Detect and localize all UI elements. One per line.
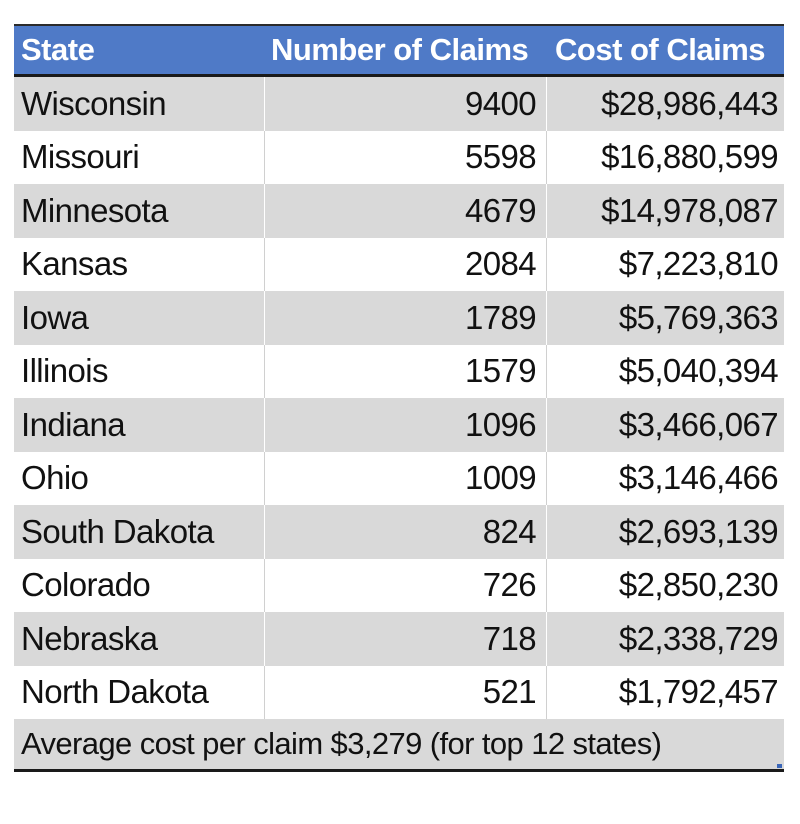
claims-cell: 824 xyxy=(265,505,547,559)
cost-cell: $3,146,466 xyxy=(618,459,779,497)
table-row: Indiana 1096 $3,466,067 xyxy=(14,398,784,452)
claims-cell: 726 xyxy=(265,558,547,612)
state-cell: Ohio xyxy=(14,451,265,505)
claims-cell: 2084 xyxy=(265,237,547,291)
state-cell: Indiana xyxy=(14,398,265,452)
cost-cell: $2,338,729 xyxy=(618,619,779,657)
table-row: Wisconsin 9400 $28,986,443 xyxy=(14,77,784,131)
state-cell: Iowa xyxy=(14,291,265,345)
claims-cell: 718 xyxy=(265,612,547,666)
cost-cell: $28,986,443 xyxy=(601,84,779,122)
header-cost-of-claims: Cost of Claims xyxy=(555,32,766,67)
table-footer-note: Average cost per claim $3,279 (for top 1… xyxy=(14,719,784,772)
claims-cell: 9400 xyxy=(265,77,547,131)
table-header: State Number of Claims Cost of Claims xyxy=(14,24,784,77)
claims-cell: 521 xyxy=(265,665,547,719)
table-row: Kansas 2084 $7,223,810 xyxy=(14,237,784,291)
header-state: State xyxy=(21,32,95,67)
claims-cell: 4679 xyxy=(265,184,547,238)
claims-table: State Number of Claims Cost of Claims Wi… xyxy=(14,24,784,772)
state-cell: Kansas xyxy=(14,237,265,291)
cost-cell: $7,223,810 xyxy=(618,245,779,283)
resize-handle-icon xyxy=(777,764,782,768)
table-row: Colorado 726 $2,850,230 xyxy=(14,558,784,612)
header-number-of-claims: Number of Claims xyxy=(271,32,529,67)
claims-cell: 5598 xyxy=(265,130,547,184)
cost-cell: $2,693,139 xyxy=(618,512,779,550)
state-cell: Colorado xyxy=(14,558,265,612)
state-cell: Nebraska xyxy=(14,612,265,666)
state-cell: Illinois xyxy=(14,344,265,398)
cost-cell: $5,769,363 xyxy=(618,298,779,336)
claims-cell: 1789 xyxy=(265,291,547,345)
table-row: Iowa 1789 $5,769,363 xyxy=(14,291,784,345)
state-cell: Wisconsin xyxy=(14,77,265,131)
cost-cell: $16,880,599 xyxy=(601,138,779,176)
table-row: Minnesota 4679 $14,978,087 xyxy=(14,184,784,238)
table-row: North Dakota 521 $1,792,457 xyxy=(14,665,784,719)
claims-cell: 1009 xyxy=(265,451,547,505)
state-cell: Missouri xyxy=(14,130,265,184)
state-cell: North Dakota xyxy=(14,665,265,719)
cost-cell: $3,466,067 xyxy=(618,405,779,443)
table-row: Missouri 5598 $16,880,599 xyxy=(14,130,784,184)
cost-cell: $14,978,087 xyxy=(601,191,779,229)
table-row: Ohio 1009 $3,146,466 xyxy=(14,451,784,505)
table-row: South Dakota 824 $2,693,139 xyxy=(14,505,784,559)
cost-cell: $5,040,394 xyxy=(618,352,779,390)
state-cell: South Dakota xyxy=(14,505,265,559)
claims-cell: 1579 xyxy=(265,344,547,398)
cost-cell: $2,850,230 xyxy=(618,566,779,604)
state-cell: Minnesota xyxy=(14,184,265,238)
table-row: Nebraska 718 $2,338,729 xyxy=(14,612,784,666)
footer-text: Average cost per claim $3,279 (for top 1… xyxy=(21,726,662,761)
cost-cell: $1,792,457 xyxy=(618,673,779,711)
claims-cell: 1096 xyxy=(265,398,547,452)
table-row: Illinois 1579 $5,040,394 xyxy=(14,344,784,398)
